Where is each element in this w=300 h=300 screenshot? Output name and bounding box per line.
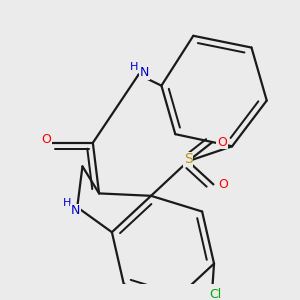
- Text: S: S: [184, 152, 193, 167]
- Text: O: O: [217, 136, 227, 148]
- Text: O: O: [218, 178, 228, 191]
- Text: H: H: [63, 198, 71, 208]
- Text: O: O: [41, 133, 51, 146]
- Text: N: N: [71, 204, 80, 217]
- Text: N: N: [140, 66, 149, 79]
- Text: Cl: Cl: [210, 288, 222, 300]
- Text: H: H: [130, 62, 139, 72]
